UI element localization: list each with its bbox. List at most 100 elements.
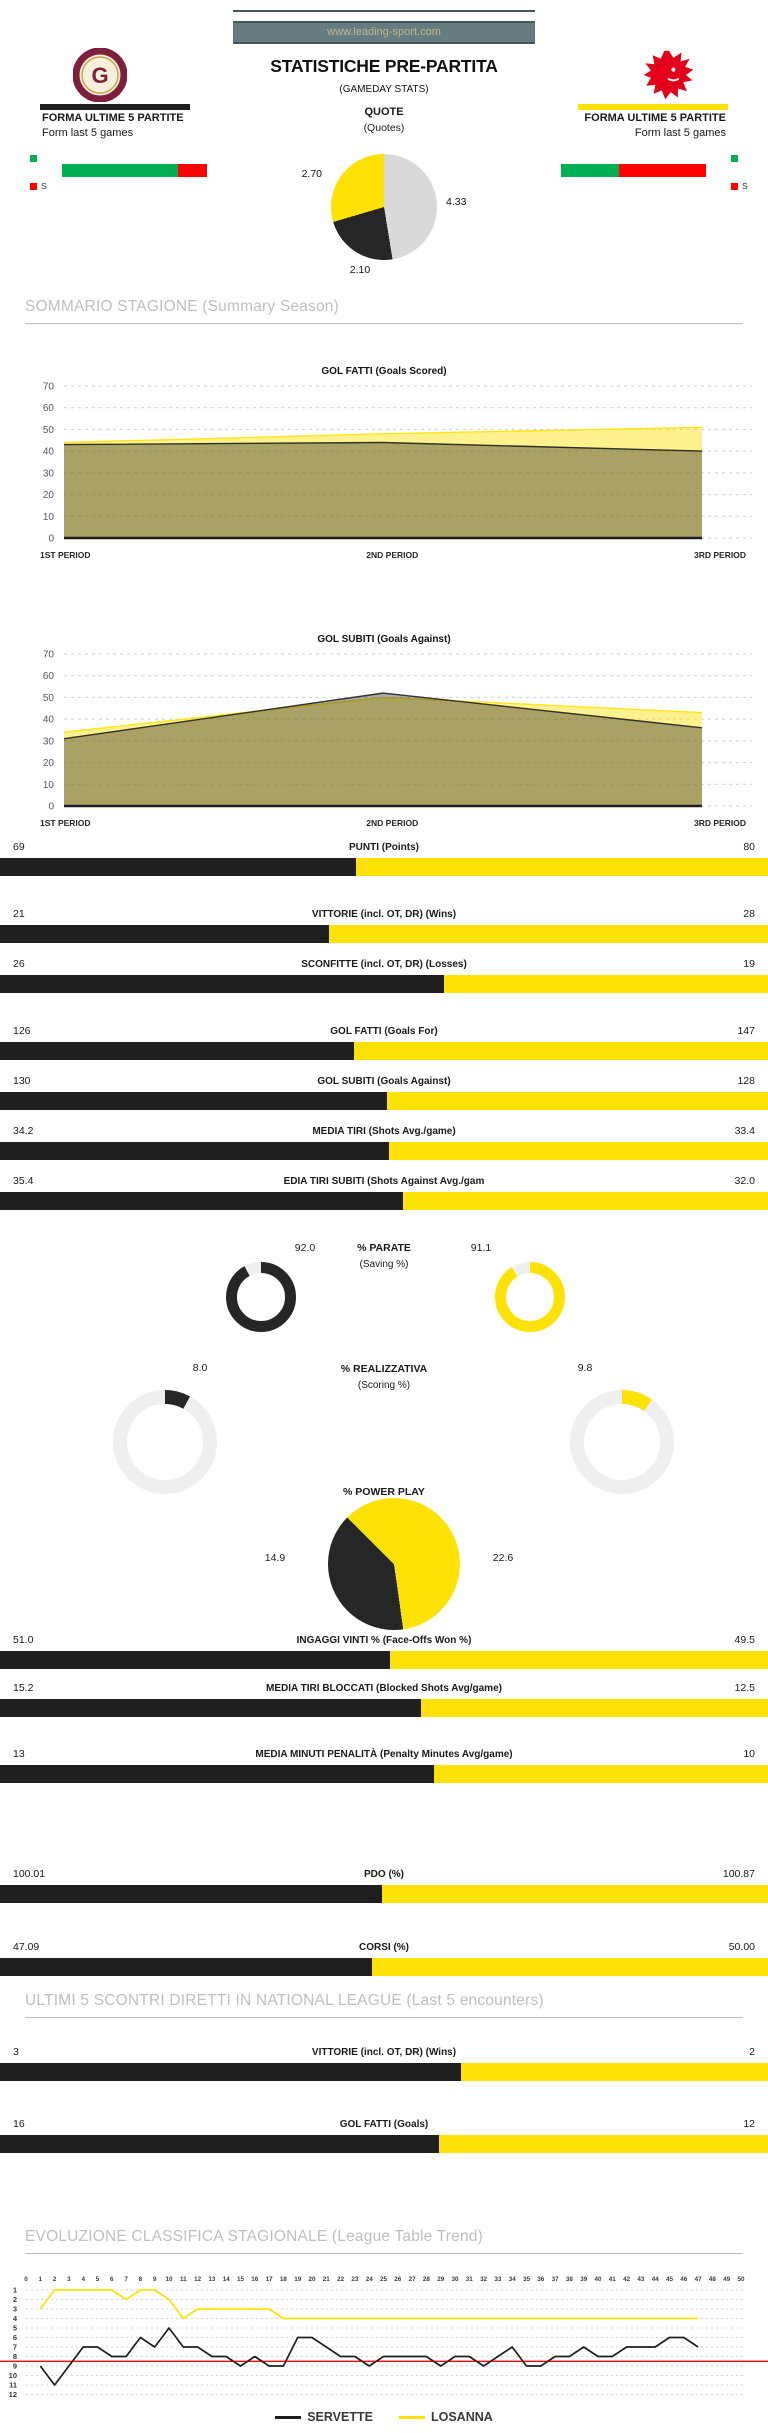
home-bar-segment (0, 1699, 422, 1717)
stat-bar (0, 2063, 768, 2081)
svg-text:11: 11 (9, 2381, 17, 2390)
pdo-row-group: 100.01 PDO (%) 100.87 (0, 1868, 768, 1903)
x-label-1st-period: 1ST PERIOD (40, 550, 91, 560)
stat-bar (0, 975, 768, 993)
away-bar-segment (403, 1192, 768, 1210)
stat-row: 26 SCONFITTE (incl. OT, DR) (Losses) 19 (0, 958, 768, 993)
away-bar-segment (460, 2063, 768, 2081)
goals-against-chart: GOL SUBITI (Goals Against) 0 10 20 30 40 50 60… (0, 634, 768, 832)
blocked-shots-row-group: 15.2 MEDIA TIRI BLOCCATI (Blocked Shots … (0, 1682, 768, 1717)
stat-label: PUNTI (Points) (349, 842, 419, 853)
goals-against-title: GOL SUBITI (Goals Against) (317, 634, 451, 645)
away-bar-segment (388, 1142, 768, 1160)
away-bar-segment (389, 1651, 768, 1669)
goals-scored-x-labels: 1ST PERIOD 2ND PERIOD 3RD PERIOD (0, 550, 768, 560)
goals-scored-plot: 0 10 20 30 40 50 60 70 (0, 380, 768, 551)
x-label-3rd-period: 3RD PERIOD (694, 818, 746, 828)
stat-row-head: 3 VITTORIE (incl. OT, DR) (Wins) 2 (0, 2046, 768, 2060)
svg-text:9: 9 (153, 2276, 157, 2283)
svg-text:0: 0 (48, 534, 54, 545)
svg-text:70: 70 (43, 650, 55, 661)
stat-row-head: 21 VITTORIE (incl. OT, DR) (Wins) 28 (0, 908, 768, 922)
x-label-2nd-period: 2ND PERIOD (366, 550, 419, 560)
stat-row: 15.2 MEDIA TIRI BLOCCATI (Blocked Shots … (0, 1682, 768, 1717)
svg-text:20: 20 (43, 490, 55, 501)
svg-text:47: 47 (695, 2276, 703, 2283)
stat-bar (0, 1042, 768, 1060)
shots-row-group: 34.2 MEDIA TIRI (Shots Avg./game) 33.4 3… (0, 1125, 768, 1210)
svg-text:8: 8 (139, 2276, 143, 2283)
away-form-title: FORMA ULTIME 5 PARTITE (584, 112, 726, 124)
away-value: 80 (743, 841, 755, 853)
quote-title: QUOTE (364, 106, 404, 118)
powerplay-home-value: 14.9 (264, 1552, 286, 1564)
svg-text:40: 40 (594, 2276, 602, 2283)
away-form-bar (561, 164, 706, 177)
home-team-underline (40, 104, 190, 110)
x-label-1st-period: 1ST PERIOD (40, 818, 91, 828)
stat-bar (0, 1192, 768, 1210)
form-loss-segment (619, 164, 706, 177)
stat-bar (0, 1765, 768, 1783)
trend-legend: SERVETTE LOSANNA (0, 2410, 768, 2424)
corsi-row-group: 47.09 CORSI (%) 50.00 (0, 1941, 768, 1976)
away-loss-legend-label: S (742, 181, 748, 191)
stat-row: 47.09 CORSI (%) 50.00 (0, 1941, 768, 1976)
svg-text:50: 50 (737, 2276, 745, 2283)
stat-row-head: 35.4 EDIA TIRI SUBITI (Shots Against Avg… (0, 1175, 768, 1189)
svg-text:36: 36 (537, 2276, 545, 2283)
svg-text:44: 44 (652, 2276, 660, 2283)
svg-text:45: 45 (666, 2276, 674, 2283)
form-loss-segment (178, 164, 207, 177)
svg-text:37: 37 (552, 2276, 560, 2283)
svg-text:32: 32 (480, 2276, 488, 2283)
servette-line-swatch (275, 2415, 302, 2419)
donut-ring (113, 1390, 217, 1494)
away-win-legend-square (731, 155, 738, 162)
stat-row: 13 MEDIA MINUTI PENALITÀ (Penalty Minute… (0, 1748, 768, 1783)
home-value: 69 (13, 841, 25, 853)
stat-row: 51.0 INGAGGI VINTI % (Face-Offs Won %) 4… (0, 1634, 768, 1669)
faceoffs-row-group: 51.0 INGAGGI VINTI % (Face-Offs Won %) 4… (0, 1634, 768, 1669)
x-label-3rd-period: 3RD PERIOD (694, 550, 746, 560)
svg-text:9: 9 (13, 2362, 17, 2371)
home-bar-segment (0, 1042, 355, 1060)
saving-away-donut (495, 1262, 565, 1337)
home-value: 21 (13, 908, 25, 920)
stat-bar (0, 1699, 768, 1717)
svg-text:49: 49 (723, 2276, 731, 2283)
servette-crest-icon: G (72, 47, 128, 103)
stat-label: SCONFITTE (incl. OT, DR) (Losses) (301, 959, 467, 970)
svg-text:G: G (91, 63, 108, 88)
stat-row: 130 GOL SUBITI (Goals Against) 128 (0, 1075, 768, 1110)
svg-text:48: 48 (709, 2276, 717, 2283)
svg-text:17: 17 (266, 2276, 274, 2283)
svg-text:34: 34 (509, 2276, 517, 2283)
scoring-subtitle: (Scoring %) (357, 1380, 411, 1391)
goals-row-group: 126 GOL FATTI (Goals For) 147 130 GOL SU… (0, 1025, 768, 1110)
stat-row-head: 13 MEDIA MINUTI PENALITÀ (Penalty Minute… (0, 1748, 768, 1762)
quote-draw-odds: 4.33 (446, 196, 467, 208)
svg-text:35: 35 (523, 2276, 531, 2283)
svg-text:41: 41 (609, 2276, 617, 2283)
stat-row: 34.2 MEDIA TIRI (Shots Avg./game) 33.4 (0, 1125, 768, 1160)
svg-text:4: 4 (81, 2276, 85, 2283)
section-last-5-encounters: ULTIMI 5 SCONTRI DIRETTI IN NATIONAL LEA… (25, 1992, 743, 2018)
svg-text:2: 2 (13, 2295, 17, 2304)
away-value: 147 (737, 1025, 755, 1037)
home-value: 100.01 (13, 1868, 46, 1880)
stat-row-head: 34.2 MEDIA TIRI (Shots Avg./game) 33.4 (0, 1125, 768, 1139)
svg-text:13: 13 (208, 2276, 216, 2283)
stat-bar (0, 858, 768, 876)
stat-label: VITTORIE (incl. OT, DR) (Wins) (311, 909, 457, 920)
svg-text:12: 12 (194, 2276, 202, 2283)
stat-label: GOL FATTI (Goals For) (330, 1026, 438, 1037)
stat-bar (0, 925, 768, 943)
stat-bar (0, 2135, 768, 2153)
away-bar-segment (421, 1699, 768, 1717)
stat-row-head: 51.0 INGAGGI VINTI % (Face-Offs Won %) 4… (0, 1634, 768, 1648)
losanna-logo (641, 48, 695, 107)
svg-text:10: 10 (43, 512, 55, 523)
powerplay-pie-chart (328, 1498, 460, 1630)
